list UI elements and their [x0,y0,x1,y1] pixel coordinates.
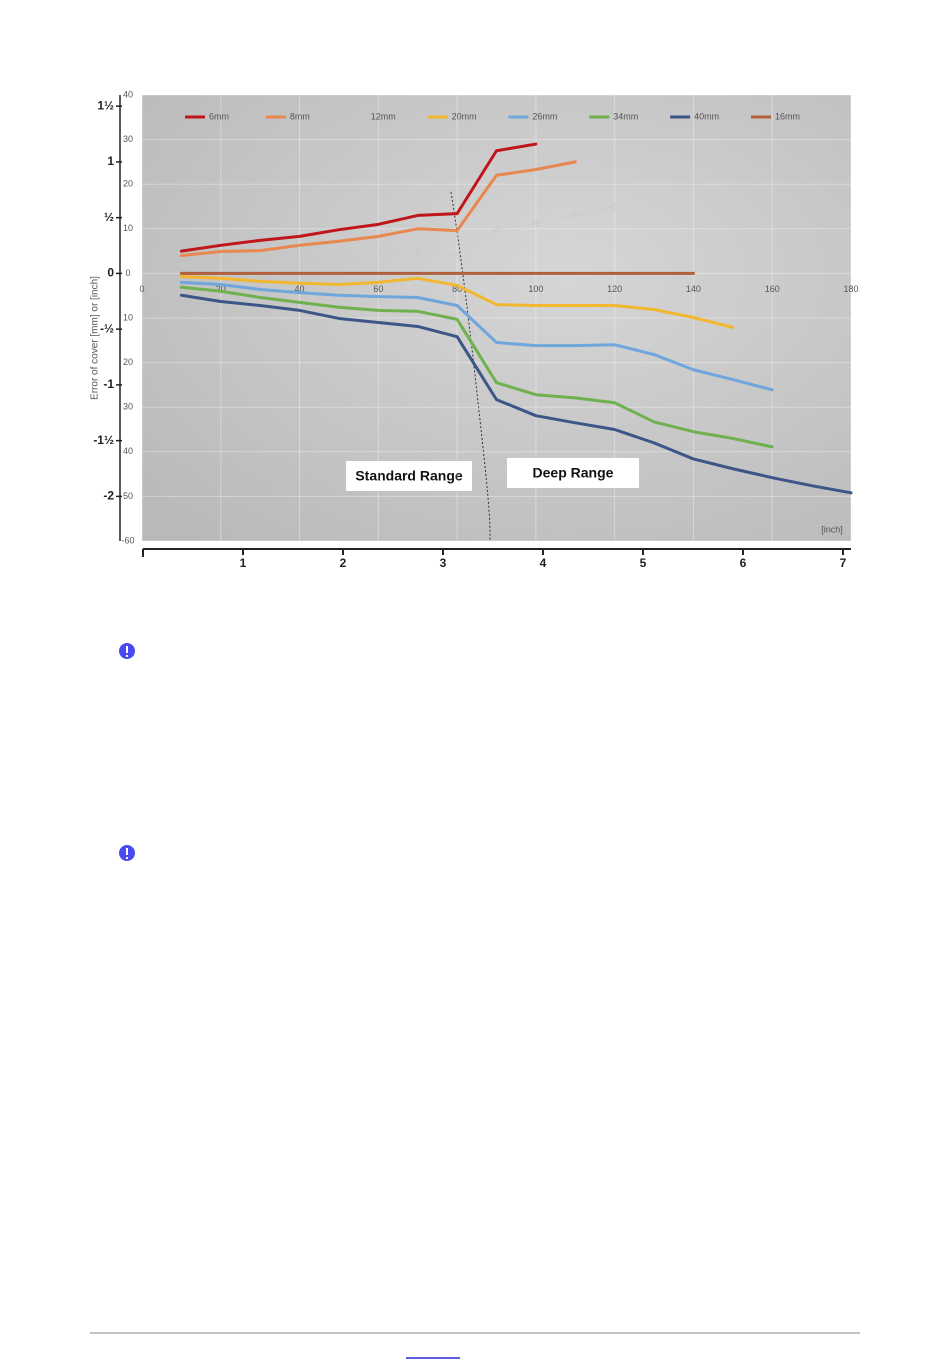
x2-tick-label: 4 [540,556,547,570]
info-icon-glyph [126,646,128,653]
x2-tick-label: 7 [840,556,847,570]
legend-label: 12mm [371,111,396,121]
series-line [179,280,774,392]
y-tick-label: 10 [123,312,133,322]
point [532,220,539,227]
point [296,258,303,265]
legend-label: 8mm [290,111,310,121]
legend-label: 34mm [613,111,638,121]
annotation: Standard Range [355,468,463,484]
x-tick-label: 140 [686,284,701,294]
x-tick-label: 160 [765,284,780,294]
y-tick-label: 20 [123,357,133,367]
y-tick-label: 50 [123,491,133,501]
y2-tick-label: 1½ [97,98,114,112]
y-tick-label: -60 [121,535,134,545]
legend-label: 16mm [775,111,800,121]
x2-tick-label: 6 [740,556,747,570]
point [178,262,185,269]
point [414,248,421,255]
info-icon-glyph [126,848,128,855]
x2-axis-label: [inch] [821,524,843,534]
y2-tick-label: -2 [103,489,114,503]
series-line [179,293,853,495]
point [375,251,382,258]
x-tick-label: 60 [373,284,383,294]
y-tick-label: 30 [123,402,133,412]
y2-tick-label: ½ [104,210,114,224]
point [611,203,618,210]
point [572,211,579,218]
y2-tick-label: -½ [100,321,114,335]
legend-label: 26mm [532,111,557,121]
x2-tick-label: 1 [240,556,247,570]
x2-tick-label: 3 [440,556,447,570]
annotation-box [346,461,472,491]
series-line [179,275,735,329]
point [454,252,461,259]
y-tick-label: 40 [123,89,133,99]
y-axis-label: Error of cover [mm] or [inch] [90,276,101,400]
x-tick-label: 100 [528,284,543,294]
x-tick-label: 0 [139,284,144,294]
series-line [179,160,577,258]
x2-tick-label: 5 [640,556,647,570]
x-tick-label: 180 [843,284,858,294]
info-icon-glyph [126,857,128,859]
range-boundary [450,191,491,542]
y-tick-label: 10 [123,223,133,233]
y2-tick-label: -1 [103,377,114,391]
plot-background [142,95,851,541]
point [335,256,342,263]
y-tick-label: 0 [125,268,130,278]
legend-label: 6mm [209,111,229,121]
x-tick-label: 40 [295,284,305,294]
y-tick-label: 30 [123,134,133,144]
y2-tick-label: 1 [107,154,114,168]
annotation-box [507,458,639,488]
series-line [179,142,538,253]
series-line [179,285,774,449]
x-tick-label: 80 [452,284,462,294]
point [493,225,500,232]
y-tick-label: 20 [123,179,133,189]
y-tick-label: 40 [123,446,133,456]
point [217,261,224,268]
point [257,262,264,269]
legend-swatch [353,114,360,120]
x-tick-label: 20 [216,284,226,294]
x-tick-label: 120 [607,284,622,294]
annotation: Deep Range [533,465,614,481]
legend-label: 40mm [694,111,719,121]
series-line [180,206,616,266]
x2-tick-label: 2 [340,556,347,570]
y2-tick-label: 0 [107,266,114,280]
legend-label: 20mm [452,111,477,121]
y2-tick-label: -1½ [93,433,114,447]
info-icon-glyph [126,655,128,657]
